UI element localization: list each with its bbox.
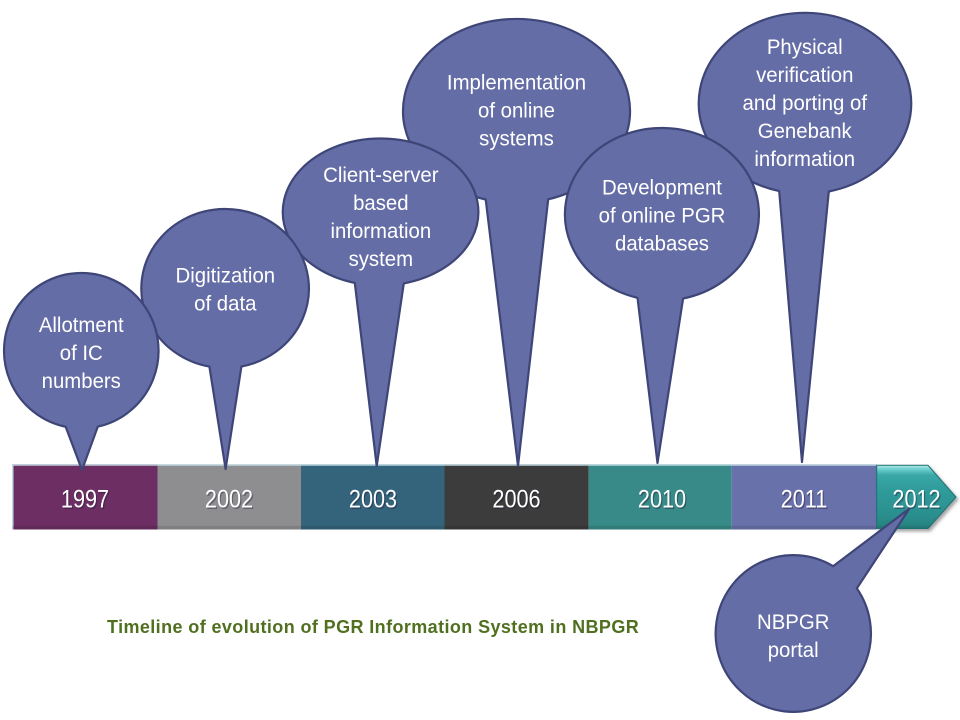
svg-text:2010: 2010	[638, 485, 686, 513]
svg-text:2003: 2003	[349, 485, 397, 513]
svg-text:2010: 2010	[639, 486, 687, 514]
svg-text:of online PGR: of online PGR	[599, 204, 726, 227]
svg-text:information: information	[330, 220, 431, 243]
svg-text:Timeline of evolution of PGR I: Timeline of evolution of PGR Information…	[107, 617, 639, 637]
svg-text:Client-server: Client-server	[323, 164, 438, 187]
svg-text:1997: 1997	[61, 485, 109, 513]
svg-text:of data: of data	[194, 292, 257, 315]
svg-text:Implementation: Implementation	[447, 71, 586, 94]
svg-text:Digitization: Digitization	[176, 264, 276, 287]
svg-text:2002: 2002	[206, 486, 254, 514]
svg-text:2011: 2011	[781, 485, 828, 513]
svg-text:2011: 2011	[782, 486, 829, 514]
svg-text:portal: portal	[768, 639, 819, 662]
svg-text:Genebank: Genebank	[758, 120, 853, 143]
svg-text:2003: 2003	[350, 486, 398, 514]
svg-text:of IC: of IC	[60, 342, 103, 365]
svg-text:information: information	[754, 148, 855, 171]
svg-text:2006: 2006	[492, 485, 540, 513]
svg-text:Allotment: Allotment	[39, 314, 124, 337]
svg-text:and porting of: and porting of	[743, 92, 868, 115]
svg-text:Physical: Physical	[767, 36, 843, 59]
svg-text:2012: 2012	[892, 485, 940, 513]
svg-text:databases: databases	[615, 232, 709, 255]
svg-text:2006: 2006	[494, 486, 542, 514]
svg-text:verification: verification	[756, 64, 853, 87]
svg-text:NBPGR: NBPGR	[757, 611, 829, 634]
svg-text:based: based	[353, 192, 408, 215]
svg-text:2002: 2002	[205, 485, 253, 513]
svg-text:Development: Development	[602, 176, 722, 199]
svg-text:systems: systems	[479, 127, 554, 150]
svg-text:system: system	[349, 248, 413, 271]
svg-text:1997: 1997	[62, 486, 110, 514]
svg-text:2012: 2012	[894, 486, 942, 514]
svg-text:numbers: numbers	[42, 370, 121, 393]
svg-text:of online: of online	[478, 99, 555, 122]
